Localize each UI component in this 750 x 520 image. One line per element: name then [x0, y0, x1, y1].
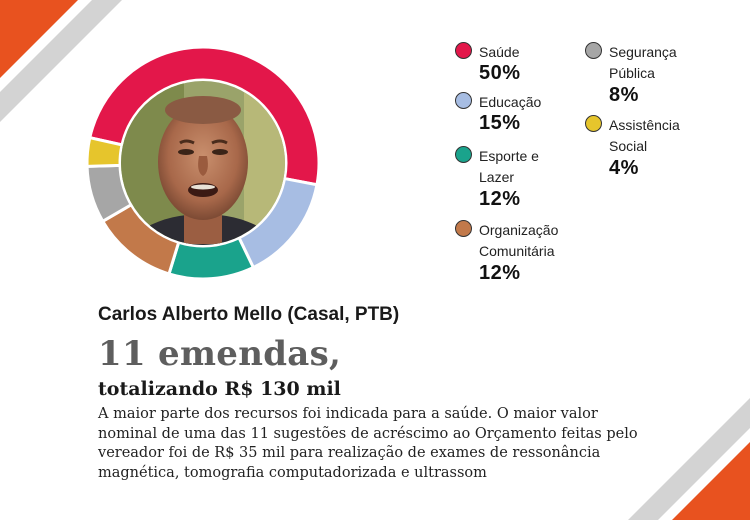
- description-paragraph: A maior parte dos recursos foi indicada …: [98, 406, 638, 481]
- legend-value: 12%: [479, 262, 521, 284]
- legend-label: Saúde: [479, 44, 520, 60]
- donut-chart: [85, 45, 321, 281]
- corner-decoration-top-left: [0, 0, 122, 122]
- politician-name: Carlos Alberto Mello (Casal, PTB): [98, 304, 400, 325]
- amendments-count: 11 emendas,: [98, 334, 342, 374]
- amendments-total: totalizando R$ 130 mil: [98, 378, 341, 400]
- legend-value: 12%: [479, 188, 521, 210]
- legend-label: Esporte e Lazer: [479, 148, 539, 185]
- legend-swatch: [585, 115, 602, 132]
- legend-swatch: [455, 220, 472, 237]
- legend-swatch: [455, 92, 472, 109]
- legend-swatch: [455, 146, 472, 163]
- donut-slice-assistencia-social: [85, 135, 124, 168]
- corner-decoration-bottom-right: [628, 398, 750, 520]
- legend-swatch: [585, 42, 602, 59]
- legend-value: 4%: [609, 157, 639, 179]
- legend-label: Assistência Social: [609, 117, 680, 154]
- legend-label: Educação: [479, 94, 542, 110]
- legend-swatch: [455, 42, 472, 59]
- legend-value: 50%: [479, 62, 521, 84]
- donut-slice-saude: [88, 45, 321, 187]
- legend-value: 8%: [609, 84, 639, 106]
- legend-label: Organização Comunitária: [479, 222, 559, 259]
- legend-value: 15%: [479, 112, 521, 134]
- legend-label: Segurança Pública: [609, 44, 677, 81]
